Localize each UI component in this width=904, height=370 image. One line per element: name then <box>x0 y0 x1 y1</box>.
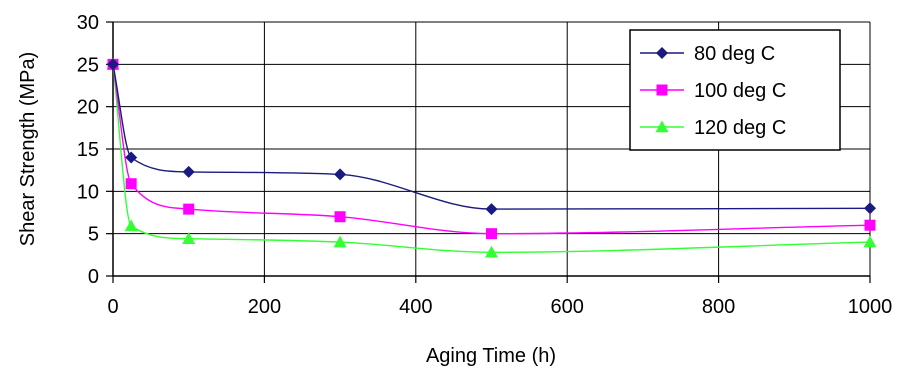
data-point-120 <box>485 245 498 258</box>
y-tick-label: 25 <box>77 54 99 76</box>
x-tick-label: 200 <box>248 296 281 318</box>
y-tick-label: 30 <box>77 12 99 34</box>
data-point-100 <box>125 178 137 190</box>
x-tick-label: 0 <box>107 296 118 318</box>
x-tick-label: 1000 <box>848 296 893 318</box>
data-point-100 <box>334 211 346 223</box>
data-point-80 <box>334 168 347 181</box>
legend: 80 deg C 100 deg C 120 deg C <box>629 29 841 151</box>
y-tick-labels: 0 5 10 15 20 25 30 <box>77 12 99 288</box>
y-axis-title: Shear Strength (MPa) <box>17 52 39 247</box>
data-point-100 <box>864 219 876 231</box>
x-tick-labels: 0 200 400 600 800 1000 <box>107 296 892 318</box>
data-point-80 <box>485 203 498 216</box>
x-axis-title: Aging Time (h) <box>426 345 556 367</box>
x-tick-label: 400 <box>399 296 432 318</box>
data-point-80 <box>182 165 195 178</box>
legend-marker-120 <box>655 120 669 133</box>
data-point-100 <box>486 228 497 240</box>
data-point-120 <box>124 219 138 232</box>
legend-label-80: 80 deg C <box>694 43 775 65</box>
data-point-100 <box>183 203 195 215</box>
y-tick-label: 10 <box>77 181 99 203</box>
series-80 <box>107 58 876 216</box>
y-tick-label: 0 <box>88 266 99 288</box>
legend-label-120: 120 deg C <box>694 117 786 139</box>
data-point-80 <box>864 202 876 215</box>
y-tick-label: 15 <box>77 139 99 161</box>
series-group <box>106 57 877 258</box>
data-point-80 <box>107 58 119 71</box>
legend-marker-80 <box>656 47 668 59</box>
legend-label-100: 100 deg C <box>694 80 786 102</box>
y-tick-label: 20 <box>77 97 99 119</box>
series-line-120 <box>112 64 871 254</box>
legend-marker-100 <box>656 84 668 96</box>
data-point-120 <box>182 232 196 244</box>
x-tick-label: 600 <box>551 296 584 318</box>
y-tick-label: 5 <box>88 224 99 246</box>
data-point-120 <box>333 235 347 248</box>
x-tick-label: 800 <box>702 296 735 318</box>
data-point-120 <box>863 235 877 248</box>
data-point-80 <box>125 151 138 164</box>
